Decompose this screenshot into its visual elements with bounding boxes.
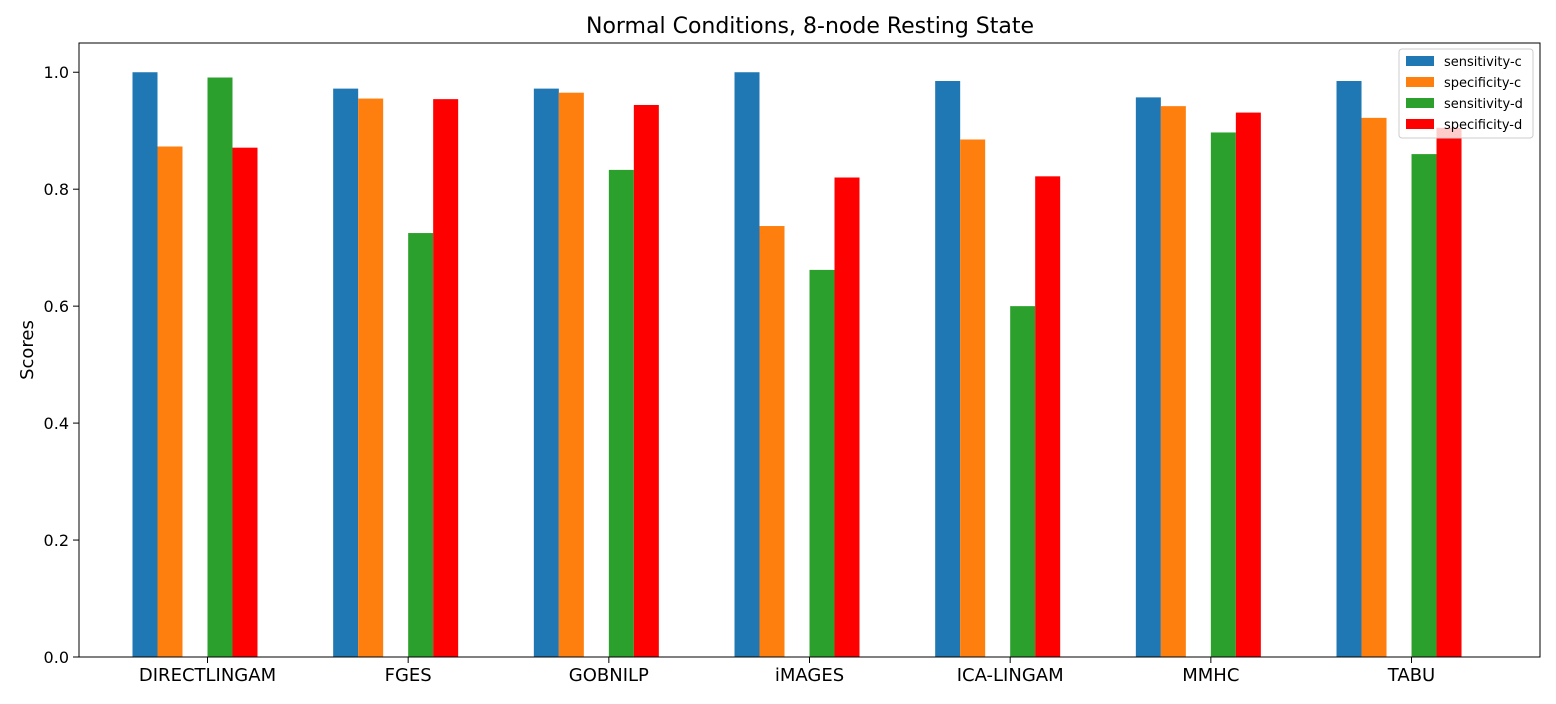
- bar-specificity-c-tabu: [1361, 117, 1387, 658]
- bar-sensitivity-d-gobnilp: [608, 169, 634, 657]
- bar-specificity-d-mmhc: [1235, 112, 1261, 658]
- bar-specificity-c-directlingam: [157, 146, 183, 657]
- x-tick-label: MMHC: [1182, 665, 1239, 686]
- legend-entry: sensitivity-c: [1444, 55, 1522, 70]
- bar-sensitivity-c-mmhc: [1135, 97, 1161, 657]
- bar-specificity-d-gobnilp: [633, 104, 659, 658]
- bar-sensitivity-d-directlingam: [207, 77, 233, 657]
- bar-sensitivity-c-ica-lingam: [935, 81, 961, 657]
- bar-sensitivity-d-tabu: [1411, 154, 1437, 657]
- bar-sensitivity-d-images: [809, 269, 835, 657]
- bar-specificity-d-fges: [433, 99, 459, 657]
- bar-specificity-d-directlingam: [232, 147, 258, 658]
- bar-sensitivity-c-tabu: [1336, 81, 1362, 657]
- y-tick-label: 0.2: [44, 531, 69, 550]
- x-tick-label: iMAGES: [775, 665, 844, 686]
- bar-sensitivity-c-gobnilp: [533, 88, 559, 658]
- bar-sensitivity-c-fges: [333, 88, 359, 658]
- legend-entry: sensitivity-d: [1444, 97, 1523, 112]
- bar-specificity-d-ica-lingam: [1035, 176, 1061, 657]
- y-tick-label: 0.4: [44, 414, 69, 433]
- bar-sensitivity-c-directlingam: [132, 72, 158, 658]
- bar-specificity-d-tabu: [1436, 127, 1462, 658]
- legend-swatch: [1406, 98, 1434, 108]
- y-tick-label: 0.6: [44, 297, 69, 316]
- bar-specificity-c-fges: [358, 98, 384, 658]
- axes-layer: 0.0 0.2 0.4 0.6 0.8 1.0 DIRECTLINGAM FGES GOBNIL…: [44, 42, 1541, 686]
- y-tick-label: 1.0: [44, 63, 69, 82]
- y-axis-label: Scores: [17, 320, 38, 380]
- bar-sensitivity-c-images: [734, 72, 760, 658]
- x-tick-label: GOBNILP: [569, 665, 649, 686]
- legend-frame: [1398, 48, 1534, 139]
- bar-sensitivity-d-ica-lingam: [1010, 306, 1036, 657]
- bar-sensitivity-d-mmhc: [1210, 132, 1236, 658]
- bar-specificity-d-images: [834, 177, 860, 657]
- bar-specificity-c-mmhc: [1160, 106, 1186, 657]
- bar-specificity-c-gobnilp: [558, 92, 584, 657]
- legend-swatch: [1406, 77, 1434, 87]
- bars-layer: [132, 72, 1462, 658]
- bar-specificity-c-ica-lingam: [960, 139, 986, 658]
- legend-swatch: [1406, 119, 1434, 129]
- x-tick-label: TABU: [1387, 665, 1435, 686]
- legend-entry: specificity-d: [1444, 118, 1522, 133]
- legend-entry: specificity-c: [1444, 76, 1521, 91]
- legend-swatch: [1406, 56, 1434, 66]
- plot-frame: [78, 42, 1541, 658]
- bar-specificity-c-images: [759, 226, 785, 657]
- bar-sensitivity-d-fges: [408, 233, 434, 658]
- y-tick-label: 0.8: [44, 180, 69, 199]
- x-tick-label: FGES: [385, 665, 432, 686]
- x-tick-label: ICA-LINGAM: [957, 665, 1064, 686]
- chart-title: Normal Conditions, 8-node Resting State: [586, 14, 1034, 39]
- y-tick-label: 0.0: [44, 648, 69, 667]
- x-tick-label: DIRECTLINGAM: [139, 665, 276, 686]
- legend: sensitivity-c specificity-c sensitivity-d s…: [1398, 48, 1534, 139]
